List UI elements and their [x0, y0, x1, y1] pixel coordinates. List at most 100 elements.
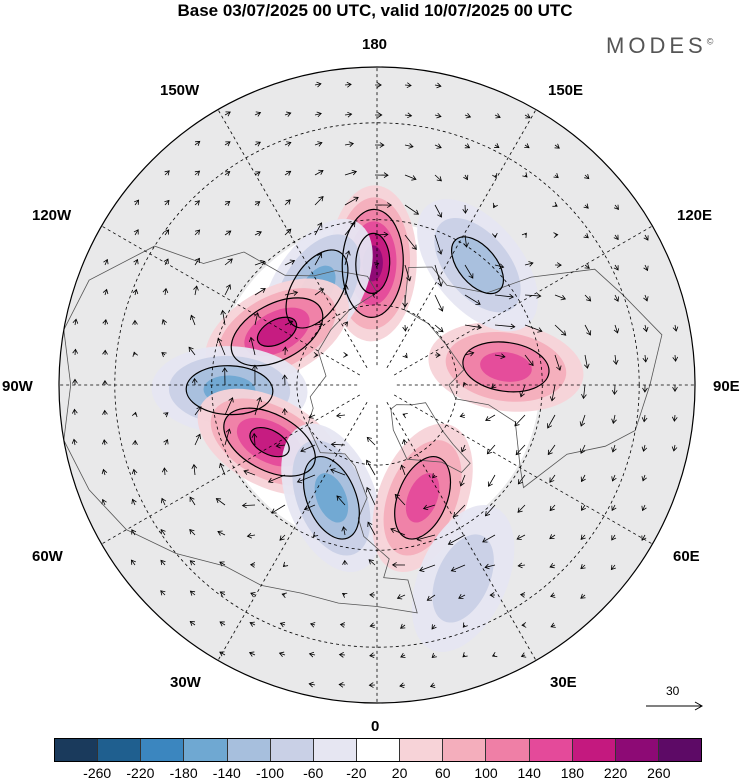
- colorbar-bin: [55, 739, 99, 761]
- wind-arrow: [254, 312, 260, 326]
- colorbar-tick: -60: [303, 765, 324, 781]
- wind-arrow: [300, 444, 316, 453]
- wind-arrow: [549, 504, 556, 512]
- lon-label-0: 0: [371, 718, 380, 735]
- wind-arrow: [224, 230, 232, 236]
- wind-arrow: [339, 622, 346, 628]
- wind-arrow: [336, 495, 346, 506]
- wind-arrow: [402, 294, 408, 308]
- wind-arrow: [374, 202, 392, 208]
- polar-stereographic-map: [58, 66, 696, 704]
- wind-arrow: [344, 111, 353, 118]
- wind-arrow: [344, 221, 356, 236]
- wind-arrow: [391, 562, 406, 568]
- wind-arrow: [434, 82, 442, 89]
- wind-arrow: [554, 324, 567, 336]
- wind-arrow: [524, 113, 531, 119]
- wind-arrow: [463, 174, 469, 181]
- wind-arrow: [399, 682, 406, 689]
- wind-arrow: [254, 201, 261, 207]
- wind-arrow: [330, 468, 346, 476]
- wind-arrow: [344, 141, 355, 147]
- wind-arrow: [369, 622, 376, 629]
- wind-arrow: [281, 407, 288, 416]
- wind-arrow: [484, 563, 496, 570]
- wind-arrow: [284, 228, 292, 236]
- wind-arrow: [642, 324, 649, 333]
- wind-arrow: [194, 257, 200, 266]
- wind-arrow: [494, 263, 505, 269]
- wind-arrow: [519, 384, 526, 398]
- contour-line: [462, 341, 550, 393]
- contour-line: [256, 316, 298, 348]
- wind-arrow: [191, 377, 198, 386]
- wind-arrow: [553, 232, 559, 238]
- wind-arrow: [416, 534, 436, 542]
- wind-arrow: [343, 284, 349, 296]
- wind-arrow: [581, 504, 586, 511]
- wind-arrow: [426, 594, 436, 601]
- wind-arrow: [547, 414, 556, 429]
- wind-arrow: [583, 233, 589, 239]
- wind-arrow: [522, 172, 528, 178]
- wind-arrow: [524, 261, 534, 267]
- lon-label-120e: 120E: [677, 207, 713, 224]
- wind-arrow: [194, 140, 201, 146]
- wind-arrow: [284, 141, 292, 147]
- wind-arrow: [217, 530, 226, 536]
- contour-line: [394, 456, 452, 540]
- wind-arrow: [342, 321, 348, 327]
- wind-arrow: [220, 309, 226, 326]
- wind-arrow: [401, 438, 408, 446]
- colorbar-tick-labels: -260 -220 -180 -140 -100 -60 -20 20 60 100 140 180 2…: [54, 765, 702, 783]
- wind-arrow: [189, 620, 196, 626]
- wind-arrow: [303, 504, 316, 511]
- wind-arrow: [224, 284, 231, 296]
- coastline: [63, 245, 418, 614]
- colorbar-bin: [313, 739, 357, 761]
- wind-arrow: [524, 324, 543, 333]
- wind-arrow: [581, 384, 587, 400]
- arrow-right-icon: [646, 701, 704, 711]
- wind-arrow: [164, 170, 170, 176]
- wind-arrow: [130, 559, 136, 566]
- wind-arrow: [369, 592, 376, 598]
- wind-arrow: [396, 594, 406, 600]
- wind-arrow: [133, 258, 139, 266]
- wind-arrow: [131, 529, 137, 536]
- wind-arrow: [400, 652, 406, 658]
- wind-arrow: [643, 264, 649, 272]
- wind-arrow: [102, 409, 108, 416]
- wind-arrow: [314, 111, 322, 118]
- wind-arrow: [189, 496, 196, 506]
- wind-arrow: [524, 143, 530, 149]
- wind-arrow: [422, 504, 436, 511]
- wind-arrow: [344, 250, 351, 266]
- wind-arrow: [494, 323, 516, 330]
- wind-arrow: [163, 412, 169, 418]
- colorbar-tick: -260: [83, 765, 112, 781]
- wind-arrow: [248, 651, 256, 657]
- wind-arrow: [400, 464, 406, 476]
- wind-arrow: [313, 531, 319, 538]
- wind-arrow: [278, 651, 286, 658]
- wind-arrow: [131, 411, 138, 418]
- brand-text: MODES: [606, 33, 707, 58]
- wind-arrow: [189, 560, 196, 566]
- wind-arrow: [194, 200, 200, 206]
- wind-arrow: [224, 428, 232, 446]
- wind-arrow: [404, 112, 413, 119]
- wind-arrow: [132, 351, 138, 357]
- wind-arrow: [553, 173, 559, 179]
- wind-arrow: [584, 324, 592, 336]
- wind-arrow: [366, 459, 376, 476]
- wind-arrow: [611, 534, 617, 541]
- wind-arrow: [404, 234, 417, 250]
- wind-arrow: [486, 444, 496, 455]
- colorbar-bin: [270, 739, 314, 761]
- anomaly-level: [249, 427, 290, 457]
- wind-arrow: [216, 337, 226, 356]
- wind-arrow: [71, 438, 78, 446]
- wind-arrow: [281, 374, 288, 386]
- wind-arrow: [550, 622, 556, 628]
